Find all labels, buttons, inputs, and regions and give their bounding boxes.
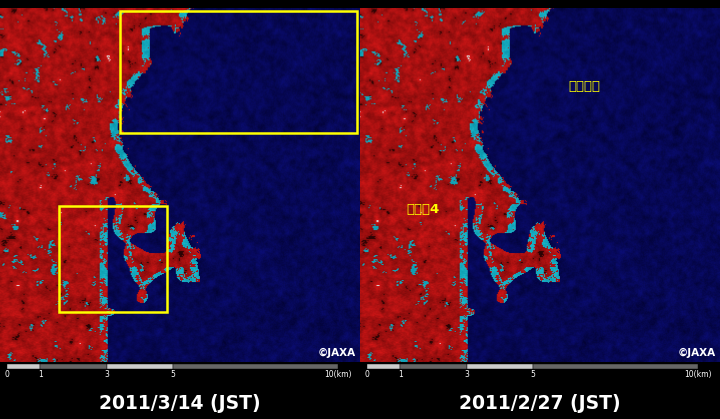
Text: 5: 5	[531, 370, 535, 379]
Text: 5: 5	[171, 370, 175, 379]
Bar	[40, 364, 107, 369]
Bar	[173, 364, 338, 369]
Text: 10(km): 10(km)	[325, 370, 352, 379]
Text: 2011/3/14 (JST): 2011/3/14 (JST)	[99, 394, 261, 413]
Text: 3: 3	[464, 370, 469, 379]
Bar	[59, 206, 167, 312]
Text: 1: 1	[398, 370, 402, 379]
Bar	[533, 364, 698, 369]
Bar	[7, 364, 40, 369]
Text: 陸前高田: 陸前高田	[568, 80, 600, 93]
Bar	[400, 364, 467, 369]
Bar	[107, 364, 173, 369]
Text: ©JAXA: ©JAXA	[318, 348, 356, 358]
Bar	[120, 11, 357, 133]
Bar	[367, 364, 400, 369]
Text: 1: 1	[38, 370, 42, 379]
Text: 10(km): 10(km)	[685, 370, 712, 379]
Bar	[467, 364, 533, 369]
Text: 3: 3	[104, 370, 109, 379]
Text: 2011/2/27 (JST): 2011/2/27 (JST)	[459, 394, 621, 413]
Text: 気仙氧4: 気仙氧4	[406, 203, 439, 216]
Text: 0: 0	[5, 370, 9, 379]
Text: 0: 0	[365, 370, 369, 379]
Text: ©JAXA: ©JAXA	[678, 348, 716, 358]
